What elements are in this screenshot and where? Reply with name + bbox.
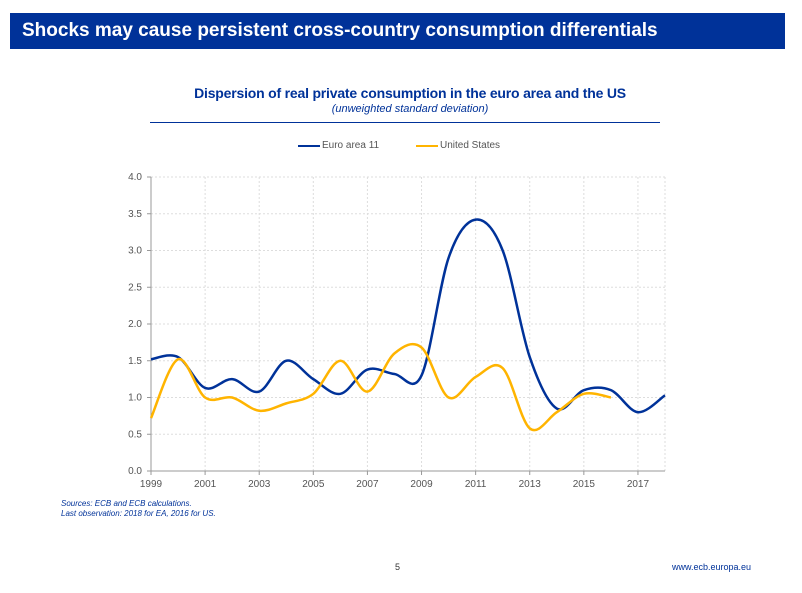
- y-tick-label: 3.5: [128, 209, 142, 220]
- y-tick-label: 1.5: [128, 356, 142, 367]
- x-tick-label: 2009: [410, 479, 433, 490]
- x-tick-label: 2015: [573, 479, 596, 490]
- footer-url: www.ecb.europa.eu: [672, 562, 752, 572]
- source-note: Sources: ECB and ECB calculations.: [61, 499, 192, 508]
- legend-label-us: United States: [440, 140, 501, 151]
- series-line-us: [149, 342, 612, 432]
- y-tick-label: 4.0: [128, 172, 142, 183]
- slide-title: Shocks may cause persistent cross-countr…: [22, 20, 658, 41]
- x-tick-label: 2011: [465, 479, 487, 490]
- legend-item-euro-area: Euro area 11: [298, 140, 379, 151]
- legend-item-us: United States: [416, 140, 500, 151]
- slide-title-banner: Shocks may cause persistent cross-countr…: [10, 13, 785, 49]
- y-tick-label: 1.0: [128, 393, 142, 404]
- chart-title: Dispersion of real private consumption i…: [194, 85, 626, 101]
- x-tick-label: 2003: [248, 479, 271, 490]
- x-tick-label: 2005: [302, 479, 325, 490]
- title-divider: [150, 122, 660, 123]
- y-tick-label: 0.0: [128, 466, 142, 477]
- last-observation-note: Last observation: 2018 for EA, 2016 for …: [61, 509, 216, 518]
- y-tick-label: 0.5: [128, 429, 142, 440]
- y-tick-label: 2.5: [128, 282, 142, 293]
- legend-label-euro-area: Euro area 11: [322, 140, 380, 151]
- x-tick-label: 2013: [519, 479, 542, 490]
- x-tick-label: 1999: [140, 479, 163, 490]
- y-tick-label: 2.0: [128, 319, 142, 330]
- x-tick-label: 2017: [627, 479, 650, 490]
- legend-swatch-euro-area: [298, 144, 320, 147]
- chart-subtitle: (unweighted standard deviation): [331, 103, 489, 115]
- x-tick-label: 2007: [356, 479, 379, 490]
- legend-swatch-us: [416, 144, 438, 147]
- page-number: 5: [395, 562, 401, 572]
- y-tick-label: 3.0: [128, 246, 142, 257]
- series-line-euro-area: [150, 218, 666, 414]
- x-tick-label: 2001: [194, 479, 217, 490]
